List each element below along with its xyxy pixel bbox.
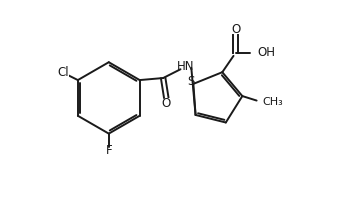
Text: O: O xyxy=(161,97,171,110)
Text: Cl: Cl xyxy=(57,67,69,79)
Text: S: S xyxy=(188,75,195,88)
Text: O: O xyxy=(231,23,240,36)
Text: HN: HN xyxy=(177,60,194,73)
Text: OH: OH xyxy=(258,46,275,59)
Text: CH₃: CH₃ xyxy=(263,97,284,107)
Text: F: F xyxy=(105,144,112,157)
